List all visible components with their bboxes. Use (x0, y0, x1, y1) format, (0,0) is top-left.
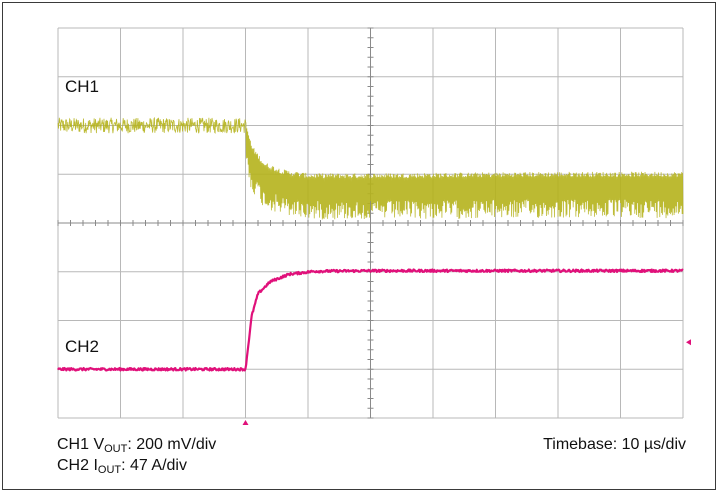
plot-grid (57, 27, 684, 419)
ch2-trace-group (57, 268, 684, 372)
ch2-level-marker (686, 339, 691, 346)
ch1-caption-prefix: CH1 V (57, 436, 105, 453)
ch1-label: CH1 (65, 77, 99, 96)
ch1-trace (57, 116, 684, 220)
ch2-label: CH2 (65, 337, 99, 356)
ch2-caption-scale: : 47 A/div (121, 457, 187, 474)
ch2-scale-caption: CH2 IOUT: 47 A/div (57, 457, 187, 476)
ch2-caption-prefix: CH2 I (57, 457, 98, 474)
marker-group (242, 339, 691, 425)
timebase-caption: Timebase: 10 µs/div (543, 436, 686, 453)
ch1-caption-subscript: OUT (104, 443, 128, 455)
ch2-caption-subscript: OUT (97, 464, 122, 476)
ch1-trace-group (57, 116, 684, 220)
ch2-trace (57, 268, 684, 372)
ch1-scale-caption: CH1 VOUT: 200 mV/div (57, 436, 216, 455)
trigger-marker (242, 420, 249, 425)
ch1-caption-scale: : 200 mV/div (127, 436, 217, 453)
